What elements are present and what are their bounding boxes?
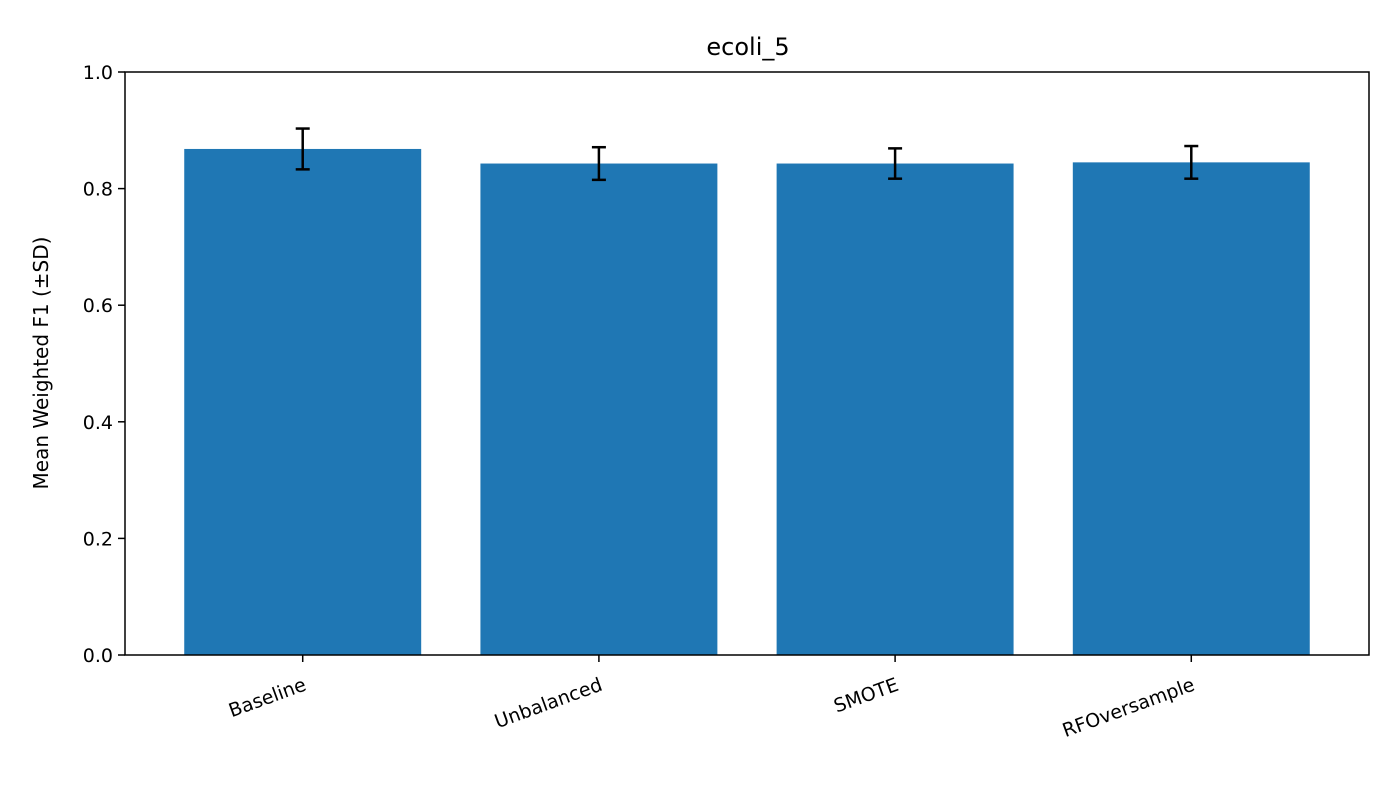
y-tick-label: 0.4 [83, 412, 113, 434]
x-axis-ticks: Baseline Unbalanced SMOTE RFOversample [226, 655, 1198, 742]
x-tick-label: Unbalanced [492, 674, 606, 733]
x-tick-label: RFOversample [1060, 674, 1198, 742]
bar-group [184, 148, 1310, 656]
y-tick-label: 1.0 [83, 62, 113, 84]
x-tick-label: Baseline [226, 674, 309, 722]
y-tick-label: 0.0 [83, 645, 113, 667]
bar-baseline [184, 148, 422, 655]
error-bar-group [295, 127, 1199, 182]
x-tick-label: SMOTE [831, 674, 902, 718]
y-axis-ticks: 0.0 0.2 0.4 0.6 0.8 1.0 [83, 62, 125, 667]
y-axis-label: Mean Weighted F1 (±SD) [29, 237, 53, 490]
chart-title: ecoli_5 [706, 33, 789, 61]
bar-unbalanced [480, 163, 718, 655]
y-tick-label: 0.6 [83, 295, 113, 317]
plot-frame [124, 71, 1370, 656]
y-tick-label: 0.2 [83, 528, 113, 550]
y-tick-label: 0.8 [83, 179, 113, 201]
bar-smote [776, 163, 1014, 655]
bar-rfoversample [1072, 162, 1310, 656]
